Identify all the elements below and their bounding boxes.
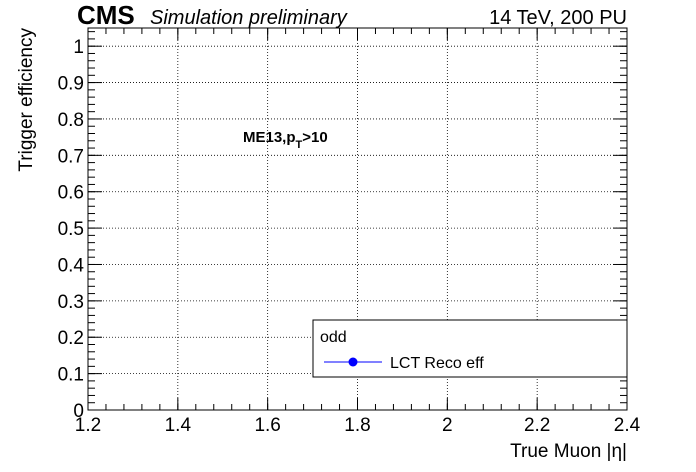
y-tick-label: 0.8 [58, 110, 84, 131]
y-tick-label: 0.9 [58, 74, 84, 95]
legend-point-marker [348, 357, 358, 367]
y-tick-labels: 0 0.1 0.2 0.3 0.4 0.5 0.6 0.7 0.8 0.9 1 [58, 37, 85, 422]
x-tick-label: 2.2 [524, 415, 550, 436]
legend-entry-label: LCT Reco eff [390, 355, 484, 372]
y-axis-title: Trigger efficiency [16, 28, 37, 172]
selection-annotation: ME13,pT>10 [243, 129, 328, 151]
annotation-prefix: ME13,p [243, 129, 296, 146]
axis-ticks [87, 28, 628, 411]
legend-box [312, 319, 628, 378]
y-tick-label: 0.2 [58, 328, 84, 349]
energy-pileup-label: 14 TeV, 200 PU [489, 7, 627, 29]
legend-header: odd [320, 329, 347, 346]
cms-label: CMS [77, 0, 135, 30]
annotation-suffix: >10 [302, 129, 327, 146]
x-tick-label: 1.4 [165, 415, 192, 436]
y-tick-label: 1 [73, 37, 84, 58]
x-tick-labels: 1.2 1.4 1.6 1.8 2 2.2 2.4 [75, 415, 641, 436]
x-tick-label: 2.4 [614, 415, 641, 436]
x-tick-label: 1.2 [75, 415, 101, 436]
y-tick-label: 0 [73, 401, 84, 422]
x-tick-label: 1.8 [344, 415, 370, 436]
simulation-label: Simulation preliminary [150, 7, 348, 29]
y-tick-label: 0.7 [58, 146, 84, 167]
x-tick-label: 2 [442, 415, 453, 436]
y-tick-label: 0.6 [58, 183, 84, 204]
y-tick-label: 0.4 [58, 255, 85, 276]
annotation-subscript: T [296, 139, 303, 151]
x-tick-label: 1.6 [254, 415, 280, 436]
legend: odd LCT Reco eff [312, 319, 628, 378]
y-tick-label: 0.5 [58, 219, 84, 240]
y-tick-label: 0.1 [58, 365, 84, 386]
x-axis-title: True Muon |η| [510, 441, 627, 462]
y-tick-label: 0.3 [58, 292, 84, 313]
